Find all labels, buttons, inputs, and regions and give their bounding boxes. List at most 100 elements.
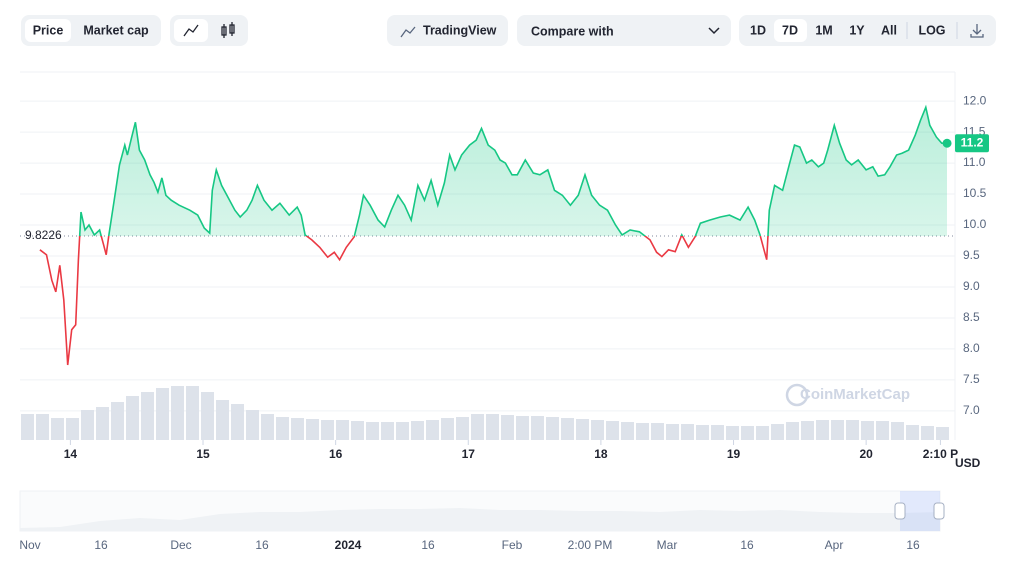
volume-bar: [561, 418, 574, 440]
volume-bar: [246, 410, 259, 440]
volume-bar: [741, 426, 754, 440]
volume-bar: [576, 419, 589, 440]
range-button[interactable]: 1Y: [849, 23, 865, 37]
volume-bar: [51, 418, 64, 440]
download-icon[interactable]: [970, 24, 984, 38]
volume-bar: [906, 425, 919, 440]
volume-bar: [156, 388, 169, 440]
volume-bar: [546, 417, 559, 440]
y-tick-label: 12.0: [963, 93, 987, 107]
candle-icon[interactable]: [221, 22, 235, 38]
range-button[interactable]: 1M: [815, 23, 832, 37]
x-tick-label: 18: [594, 447, 608, 461]
volume-bar: [351, 421, 364, 440]
line-icon: [183, 24, 199, 37]
volume-bar: [171, 386, 184, 440]
price-area: [39, 107, 947, 237]
volume-bar: [726, 426, 739, 440]
volume-bar: [21, 414, 34, 440]
volume-bar: [276, 417, 289, 440]
log-button[interactable]: LOG: [918, 23, 945, 37]
x-tick-label: 17: [462, 447, 476, 461]
range-button[interactable]: 7D: [782, 23, 798, 37]
volume-bar: [891, 422, 904, 440]
volume-bar: [846, 420, 859, 440]
volume-bar: [186, 386, 199, 440]
volume-bar: [486, 414, 499, 440]
tradingview-button[interactable]: [387, 15, 508, 46]
volume-bar: [261, 414, 274, 440]
volume-bar: [441, 418, 454, 440]
volume-bar: [336, 420, 349, 440]
x-tick-label: 14: [64, 447, 78, 461]
chevron: [708, 27, 720, 35]
volume-bar: [366, 422, 379, 440]
navigator-label: Dec: [170, 538, 191, 552]
volume-bar: [81, 410, 94, 440]
volume-bar: [651, 423, 664, 440]
volume-bar: [456, 417, 469, 440]
handle-left[interactable]: [894, 502, 906, 520]
volume-bar: [126, 396, 139, 440]
volume-bar: [681, 424, 694, 440]
y-tick-label: 7.0: [963, 403, 980, 417]
y-tick-label: 7.5: [963, 372, 980, 386]
x-tick-label: 19: [727, 447, 741, 461]
volume-bar: [201, 392, 214, 440]
navigator-selection[interactable]: [900, 491, 940, 531]
mode-price[interactable]: Price: [33, 23, 64, 37]
volume-bar: [756, 426, 769, 440]
volume-bar: [936, 427, 949, 440]
volume-bar: [411, 421, 424, 440]
x-tick-label: 16: [329, 447, 343, 461]
volume-bar: [711, 425, 724, 440]
navigator-label: Mar: [657, 538, 678, 552]
volume-bar: [111, 402, 124, 440]
compare-label[interactable]: Compare with: [531, 24, 614, 38]
volume-bar: [321, 420, 334, 440]
volume-bar: [876, 421, 889, 440]
baseline-label: 9.8226: [25, 228, 62, 242]
y-tick-label: 9.5: [963, 248, 980, 262]
last-price-label: 11.2: [961, 135, 984, 149]
volume-bar: [426, 420, 439, 440]
volume-bar: [306, 419, 319, 440]
volume-bar: [231, 404, 244, 440]
navigator-label: Apr: [825, 538, 844, 552]
volume-bar: [396, 422, 409, 440]
volume-bar: [216, 400, 229, 440]
range-button[interactable]: All: [881, 23, 897, 37]
mode-selected[interactable]: [25, 19, 71, 42]
price-line: [39, 104, 947, 366]
range-selected[interactable]: [774, 19, 807, 42]
volume-bar: [291, 418, 304, 440]
navigator-label: 16: [906, 538, 920, 552]
volume-bar: [501, 415, 514, 440]
compare-select[interactable]: [517, 15, 731, 46]
navigator-label: 16: [740, 538, 754, 552]
volume-bar: [816, 420, 829, 440]
tradingview-label[interactable]: TradingView: [423, 23, 497, 37]
watermark-logo: [785, 383, 809, 407]
volume-bar: [96, 407, 109, 440]
range-button[interactable]: 1D: [750, 23, 766, 37]
y-tick-label: 11.0: [963, 155, 986, 169]
navigator-label: 2024: [335, 538, 362, 552]
navigator-label: 16: [94, 538, 108, 552]
volume-bar: [801, 421, 814, 440]
volume-bar: [591, 420, 604, 440]
handle-right[interactable]: [933, 502, 945, 520]
volume-bar: [636, 423, 649, 440]
y-tick-label: 10.0: [963, 217, 987, 231]
mode-marketcap[interactable]: Market cap: [83, 23, 149, 37]
volume-bar: [606, 421, 619, 440]
volume-bar: [36, 414, 49, 440]
volume-bar: [771, 424, 784, 440]
volume-bar: [621, 422, 634, 440]
navigator-label: 2:00 PM: [568, 538, 613, 552]
y-tick-label: 8.5: [963, 310, 980, 324]
last-badge: [955, 134, 989, 153]
x-tick-label: 2:10 P: [923, 447, 958, 461]
navigator-label: 16: [255, 538, 269, 552]
